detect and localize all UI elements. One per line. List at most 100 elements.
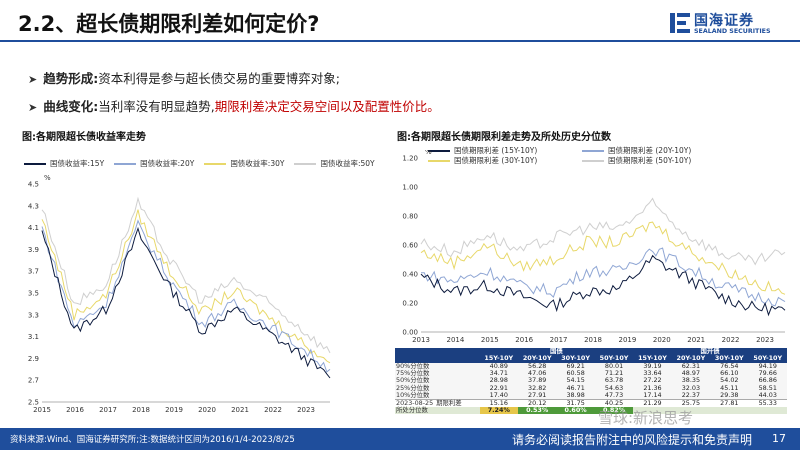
table-row-label: 2023-08-25 期限利差 — [395, 398, 480, 407]
legend-label: 国债收益率:15Y — [50, 159, 105, 168]
table-cell: 55.33 — [748, 398, 787, 407]
y-tick-label: 3.1 — [28, 333, 39, 341]
table-cell: 34.71 — [479, 369, 518, 378]
table-cell: 22.91 — [479, 384, 518, 392]
y-tick-label: 2.7 — [28, 377, 39, 385]
y-tick-label: 4.5 — [28, 181, 39, 189]
legend-swatch — [204, 163, 227, 165]
x-tick-label: 2019 — [618, 336, 636, 344]
table-cell: 79.66 — [748, 369, 787, 378]
y-tick-label: 0.80 — [402, 213, 418, 221]
x-tick-label: 2014 — [446, 336, 464, 344]
table-cell: 17.14 — [633, 392, 672, 400]
y-tick-label: 3.3 — [28, 311, 39, 319]
bullet-trend: ➤ 趋势形成:资本利得是参与超长债交易的重要博弈对象; — [28, 68, 340, 87]
table-cell — [671, 406, 711, 415]
table-row-label: 75%分位数 — [395, 369, 480, 378]
x-tick-label: 2020 — [198, 406, 216, 414]
x-tick-label: 2022 — [264, 406, 282, 414]
table-cell: 71.21 — [594, 369, 634, 378]
table-column-header: 15Y-10Y — [479, 355, 518, 363]
series-line — [41, 209, 331, 364]
legend-label: 国债收益率:20Y — [140, 159, 195, 168]
table-cell: 47.73 — [594, 392, 634, 400]
table-cell: 32.82 — [517, 384, 557, 392]
x-tick-label: 2019 — [165, 406, 183, 414]
x-tick-label: 2022 — [722, 336, 740, 344]
table-cell: 20.12 — [517, 398, 557, 407]
table-column-header: 30Y-10Y — [710, 355, 749, 363]
table-row: 50%分位数 28.98 37.89 54.15 63.78 27.22 38.35 54.0… — [395, 377, 787, 385]
bullet-highlight: 期限利差决定交易空间以及配置性价比。 — [214, 99, 440, 114]
table-column-header: 20Y-10Y — [671, 355, 711, 363]
table-cell: 28.98 — [479, 377, 518, 385]
table-cell: 47.06 — [517, 369, 557, 378]
table-column-header: 15Y-10Y — [633, 355, 672, 363]
right-chart-legend-a: 国债期限利差 (15Y-10Y) 国债期限利差 (30Y-10Y) — [428, 146, 537, 166]
legend-item: 国债收益率:50Y — [294, 158, 375, 169]
series-line — [41, 226, 331, 379]
legend-swatch — [582, 150, 604, 152]
logo-text-en: SEALAND SECURITIES — [694, 28, 771, 35]
legend-item: 国债收益率:30Y — [204, 158, 284, 169]
x-tick-label: 2021 — [687, 336, 705, 344]
table-cell: 7.24% — [479, 406, 518, 415]
legend-swatch — [428, 150, 450, 152]
table-cell: 22.37 — [671, 392, 711, 400]
table-row-label: 所处分位数 — [395, 406, 480, 415]
left-chart-legend: 国债收益率:15Y 国债收益率:20Y 国债收益率:30Y 国债收益率:50Y — [24, 158, 375, 169]
table-cell: 54.63 — [594, 384, 634, 392]
left-chart-title: 图:各期限超长债收益率走势 — [22, 132, 146, 143]
table-cell: 56.28 — [517, 362, 557, 370]
table-row: 25%分位数 22.91 32.82 46.71 54.63 21.36 32.03 45.1… — [395, 384, 787, 392]
table-cell: 32.03 — [671, 384, 711, 392]
table-cell: 40.89 — [479, 362, 518, 370]
table-row: 90%分位数 40.89 56.28 69.21 80.01 39.19 62.31 76.5… — [395, 362, 787, 370]
legend-item: 国债期限利差 (50Y-10Y) — [582, 156, 691, 166]
table-cell: 15.16 — [479, 398, 518, 407]
legend-item: 国债期限利差 (15Y-10Y) — [428, 146, 537, 156]
table-cell: 80.01 — [594, 362, 634, 370]
y-tick-label: 0.40 — [402, 271, 418, 279]
table-cell — [748, 406, 787, 415]
table-cell — [633, 406, 672, 415]
x-tick-label: 2021 — [231, 406, 249, 414]
table-column-header: 20Y-10Y — [517, 355, 557, 363]
legend-swatch — [114, 163, 137, 165]
bullet-label: 趋势形成: — [43, 71, 99, 86]
legend-label: 国债收益率:30Y — [230, 159, 285, 168]
footer-source: 资料来源:Wind、国海证券研究所;注:数据统计区间为2016/1/4-2023… — [10, 435, 295, 445]
table-cell: 54.02 — [710, 377, 749, 385]
table-column-header: 50Y-10Y — [748, 355, 787, 363]
table-row: 所处分位数 7.24% 0.53% 0.60% 0.82% — [395, 406, 787, 415]
table-cell: 25.75 — [671, 398, 711, 407]
table-date: 2023-08-25 — [396, 398, 434, 407]
y-axis-unit: % — [44, 174, 51, 182]
table-cell: 29.38 — [710, 392, 749, 400]
series-line — [420, 197, 786, 266]
table-row-label: 25%分位数 — [395, 384, 480, 392]
x-tick-label: 2023 — [297, 406, 315, 414]
legend-label: 国债期限利差 (15Y-10Y) — [454, 146, 538, 155]
x-tick-label: 2023 — [756, 336, 774, 344]
logo-text-cn: 国海证券 — [694, 13, 754, 29]
table-cell: 27.81 — [710, 398, 749, 407]
table-row-label: 期限利差 — [436, 398, 462, 407]
legend-swatch — [428, 160, 450, 162]
legend-label: 国债期限利差 (20Y-10Y) — [608, 146, 692, 155]
table-column-header: 50Y-10Y — [594, 355, 634, 363]
table-cell: 62.31 — [671, 362, 711, 370]
table-cell: 21.29 — [633, 398, 672, 407]
legend-item: 国债收益率:15Y — [24, 158, 104, 169]
page-number: 17 — [772, 432, 786, 445]
legend-swatch — [582, 160, 604, 162]
series-line — [420, 254, 786, 317]
table-cell: 33.64 — [633, 369, 672, 378]
y-tick-label: 2.5 — [28, 399, 39, 407]
legend-label: 国债期限利差 (30Y-10Y) — [454, 156, 538, 165]
y-tick-label: 3.7 — [28, 268, 39, 276]
y-tick-label: 1.20 — [402, 155, 418, 163]
y-axis-unit: % — [425, 150, 432, 156]
legend-swatch — [24, 163, 46, 165]
